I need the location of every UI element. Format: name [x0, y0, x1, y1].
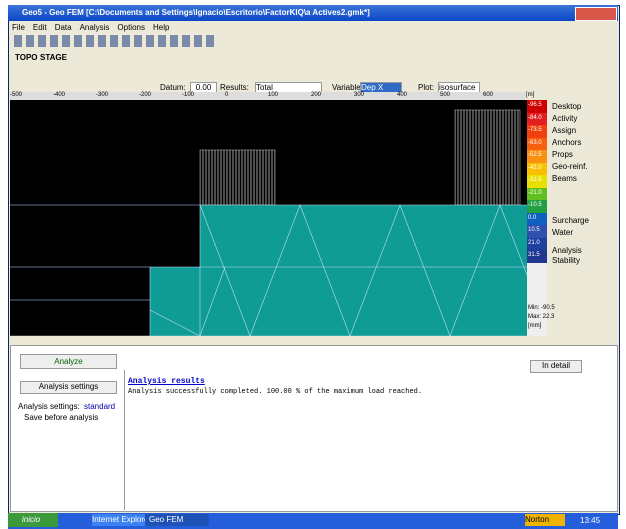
legend-swatch — [527, 225, 547, 238]
menu-item[interactable]: Edit — [32, 23, 47, 32]
detail-button[interactable]: In detail — [530, 360, 582, 373]
ruler-label: 300 — [354, 92, 365, 98]
task-2[interactable]: Geo FEM — [145, 514, 209, 526]
legend-value: -73.5 — [528, 127, 542, 133]
side-button[interactable]: Activity — [552, 114, 578, 123]
canvas — [10, 100, 527, 336]
ruler-label: -300 — [96, 92, 109, 98]
legend-value: -96.5 — [528, 102, 542, 108]
legend-swatch — [527, 212, 547, 225]
menu-item[interactable]: File — [12, 23, 25, 32]
side-button[interactable]: Beams — [552, 174, 577, 183]
legend-value: -21.0 — [528, 189, 542, 196]
analyze-button[interactable]: Analyze — [20, 354, 117, 369]
side-button[interactable]: Stability — [552, 256, 581, 265]
variable-label: Variable: — [332, 83, 363, 92]
results-title[interactable]: Analysis results — [128, 377, 205, 386]
title-bar — [8, 5, 618, 21]
side-button[interactable]: Assign — [552, 126, 577, 135]
side-button[interactable]: Water — [552, 228, 574, 237]
side-button[interactable]: Geo-reinf. — [552, 162, 588, 171]
plot-label: Plot: — [418, 83, 435, 92]
legend-value: -84.0 — [528, 114, 542, 121]
window-controls[interactable] — [575, 7, 617, 21]
legend-min: Min: -90.5 — [528, 305, 555, 311]
settings-label: Analysis settings: — [18, 402, 80, 411]
ruler-label: 200 — [311, 92, 322, 98]
legend-value: 10.5 — [528, 227, 540, 233]
legend-swatch — [527, 150, 547, 163]
ruler-label: 100 — [268, 92, 279, 98]
ruler-label: 600 — [483, 92, 494, 98]
legend-value: 0.0 — [528, 214, 537, 221]
side-button[interactable]: Props — [552, 150, 573, 159]
legend-max: Max: 22.3 — [528, 314, 555, 320]
topo[interactable]: TOPO — [15, 53, 38, 62]
legend-swatch — [527, 125, 547, 138]
menu-item[interactable]: Data — [54, 23, 72, 32]
side-button[interactable]: Anchors — [552, 138, 582, 147]
ruler-label: -200 — [139, 92, 152, 98]
legend-swatch — [527, 112, 547, 125]
ruler-label: -100 — [182, 92, 195, 98]
legend-swatch — [527, 175, 547, 188]
menu-item[interactable]: Options — [117, 23, 145, 32]
datum-label: Datum: — [160, 83, 186, 92]
ruler-label: [m] — [526, 92, 535, 98]
results-text: Analysis successfully completed. 100.00 … — [128, 388, 423, 396]
legend-value: -42.0 — [528, 164, 542, 171]
ruler-label: -500 — [10, 92, 23, 98]
side-button[interactable]: Surcharge — [552, 216, 589, 225]
legend: -96.5 -84.0 -73.5 -63.0 -52.5 -42.0 -31.5 -21.0… — [527, 100, 555, 336]
legend-value: -10.5 — [528, 202, 542, 208]
toolbar-icons — [14, 35, 214, 47]
legend-value: -31.5 — [528, 177, 542, 183]
bottom-panel — [10, 345, 618, 512]
separator — [124, 370, 125, 510]
ruler-label: 500 — [440, 92, 451, 98]
legend-value: -63.0 — [528, 139, 542, 146]
results-label: Results: — [220, 83, 249, 92]
ruler-label: 0 — [225, 92, 229, 98]
legend-swatch — [527, 250, 547, 263]
ruler-label: -400 — [53, 92, 66, 98]
side-button[interactable]: Desktop — [552, 102, 582, 111]
analysis-settings-button[interactable]: Analysis settings — [20, 381, 117, 394]
stage[interactable]: STAGE — [40, 53, 67, 62]
legend-swatch — [527, 137, 547, 150]
norton[interactable]: Norton — [525, 514, 565, 526]
legend-unit: [mm] — [528, 323, 542, 329]
ruler: -500 -400 -300 -200 -100 0 100 200 300 400 500 600 [… — [10, 92, 534, 100]
menu-item[interactable]: Help — [152, 23, 170, 32]
legend-value: 31.5 — [528, 252, 540, 258]
window-title: Geo5 - Geo FEM [C:\Documents and Setting… — [22, 8, 370, 17]
legend-value: 21.0 — [528, 239, 540, 246]
menu-bar: File Edit Data Analysis Options Help — [12, 23, 177, 32]
ruler-label: 400 — [397, 92, 408, 98]
settings-value: standard — [84, 402, 116, 411]
menu-item[interactable]: Analysis — [79, 23, 110, 32]
legend-swatch — [527, 237, 547, 250]
start-button[interactable]: inicio — [8, 513, 58, 527]
legend-swatch — [527, 187, 547, 200]
clock: 13:45 — [580, 516, 601, 525]
side-button[interactable]: Analysis — [552, 246, 582, 255]
legend-swatch — [527, 162, 547, 175]
legend-swatch — [527, 200, 547, 213]
legend-value: -52.5 — [528, 152, 542, 158]
save-checkbox[interactable]: Save before analysis — [24, 413, 99, 422]
legend-swatch — [527, 100, 547, 113]
